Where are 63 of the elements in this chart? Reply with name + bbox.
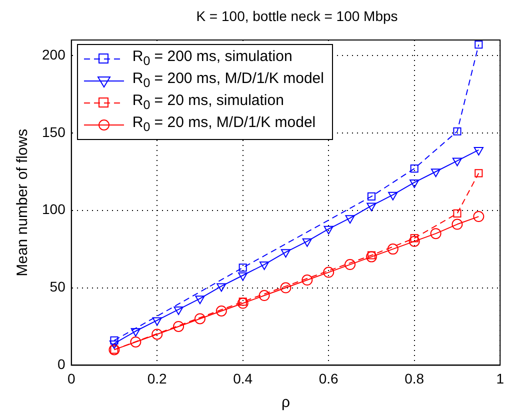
y-tick-label: 0 — [58, 356, 66, 372]
legend-label: R$_{0}$ = 20 ms, simulation — [132, 92, 284, 114]
point — [174, 306, 184, 315]
point — [474, 169, 483, 178]
point — [367, 251, 376, 260]
point — [302, 238, 312, 247]
point — [109, 340, 120, 350]
y-tick-label: 200 — [42, 46, 66, 62]
point — [452, 218, 463, 230]
point — [323, 266, 334, 278]
point — [430, 228, 442, 240]
point — [430, 168, 441, 178]
y-tick-label: 150 — [42, 124, 66, 140]
point — [130, 328, 140, 337]
point — [474, 146, 484, 156]
point — [216, 283, 226, 292]
point — [195, 296, 205, 304]
point — [238, 272, 248, 281]
point — [216, 306, 227, 316]
y-tick-label: 100 — [42, 201, 66, 218]
x-tick-label: 0.6 — [318, 370, 339, 386]
point — [238, 298, 247, 306]
legend-label: R$_{0}$ = 20 ms, M/D/1/K model — [132, 114, 316, 136]
legend-label: R$_{0}$ = 200 ms, simulation — [132, 48, 292, 70]
point — [410, 234, 418, 242]
legend-label: R$_{0}$ = 200 ms, M/D/1/K model — [132, 70, 324, 92]
point — [453, 209, 462, 218]
chart-title: K = 100, bottle neck = 100 Mbps — [195, 8, 399, 24]
point — [410, 164, 418, 173]
point — [258, 290, 270, 302]
point — [302, 274, 313, 286]
point — [388, 192, 398, 200]
point — [474, 40, 483, 49]
point — [110, 336, 118, 344]
x-axis-title: ρ — [281, 394, 290, 412]
point — [367, 192, 376, 200]
point — [238, 264, 247, 272]
y-tick-label: 50 — [50, 278, 66, 295]
point — [344, 259, 356, 270]
x-tick-label: 0.2 — [147, 370, 168, 386]
point — [452, 158, 462, 166]
point — [130, 336, 142, 348]
y-axis-title: Mean number of flows — [14, 128, 32, 276]
point — [387, 244, 398, 255]
point — [453, 127, 462, 136]
x-tick-label: 0.4 — [233, 370, 253, 386]
x-tick-label: 1 — [496, 370, 504, 386]
point — [345, 215, 355, 224]
point — [408, 236, 420, 247]
point — [280, 249, 291, 258]
point — [410, 179, 420, 188]
point — [473, 211, 484, 222]
point — [194, 313, 206, 324]
point — [366, 251, 377, 262]
point — [324, 226, 334, 234]
point — [152, 328, 163, 340]
x-tick-label: 0.8 — [404, 370, 424, 386]
point — [152, 317, 162, 326]
point — [259, 262, 270, 270]
point — [280, 282, 292, 294]
point — [366, 202, 376, 212]
point — [237, 298, 248, 309]
point — [173, 320, 184, 332]
